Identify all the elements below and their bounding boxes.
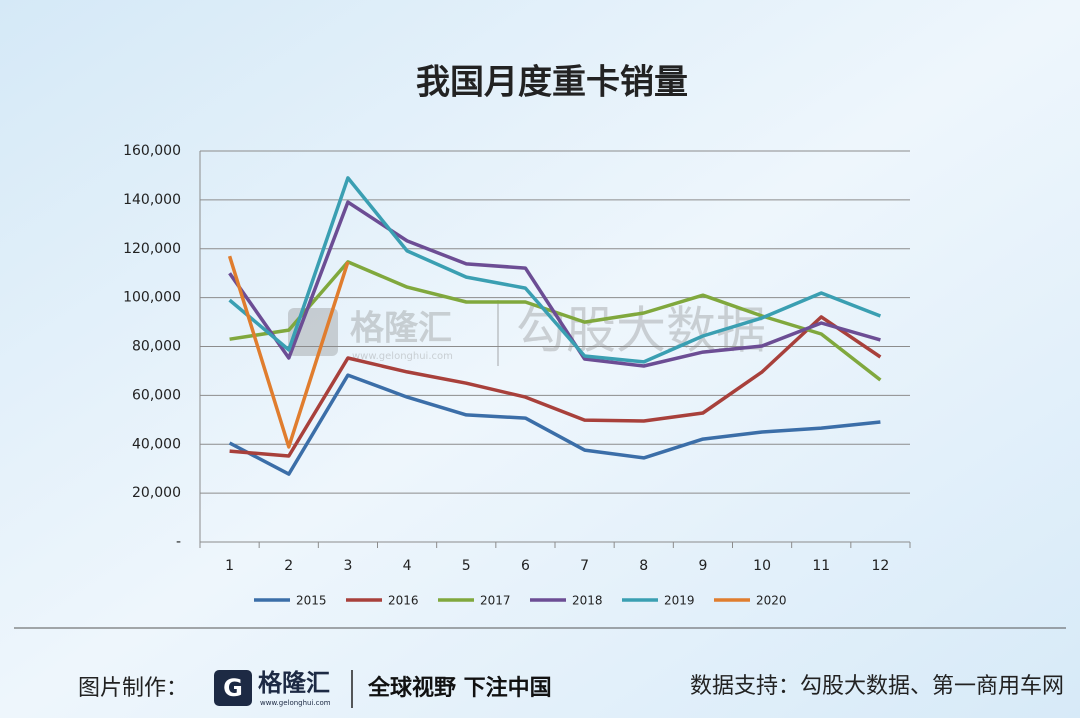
y-tick-label: 120,000	[123, 241, 181, 257]
watermark-url: www.gelonghui.com	[352, 351, 453, 362]
footer-made-by: 图片制作：	[78, 676, 188, 701]
footer-url: www.gelonghui.com	[260, 699, 331, 707]
series-line	[227, 255, 350, 449]
x-tick-label: 3	[343, 558, 352, 574]
y-tick-label: 160,000	[123, 143, 181, 159]
x-tick-label: 6	[521, 558, 530, 574]
x-tick-label: 9	[698, 558, 707, 574]
y-tick-label: 100,000	[123, 290, 181, 306]
x-tick-label: 2	[284, 558, 293, 574]
watermark: 格隆汇 www.gelonghui.com 勾股大数据	[288, 300, 766, 366]
legend-label: 2018	[572, 594, 603, 608]
y-tick-label: 60,000	[132, 387, 181, 403]
footer-source: 数据支持：勾股大数据、第一商用车网	[690, 674, 1064, 699]
series-line	[228, 176, 882, 364]
footer-logo	[214, 670, 252, 706]
legend-label: 2015	[296, 594, 327, 608]
x-tick-label: 12	[872, 558, 890, 574]
y-tick-label: -	[176, 534, 181, 550]
series-line	[228, 200, 881, 368]
footer-logo-mark: G	[223, 674, 243, 702]
y-tick-label: 80,000	[132, 339, 181, 355]
legend-label: 2017	[480, 594, 511, 608]
footer-slogan: 全球视野 下注中国	[367, 675, 552, 701]
y-tick-label: 40,000	[132, 436, 181, 452]
legend-label: 2016	[388, 594, 419, 608]
y-tick-label: 20,000	[132, 485, 181, 501]
chart-title: 我国月度重卡销量	[416, 63, 688, 103]
x-tick-label: 11	[812, 558, 830, 574]
series-line	[228, 373, 881, 476]
x-tick-label: 7	[580, 558, 589, 574]
legend-label: 2020	[756, 594, 787, 608]
legend-label: 2019	[664, 594, 695, 608]
x-tick-label: 8	[639, 558, 648, 574]
x-tick-label: 5	[462, 558, 471, 574]
series-line	[229, 315, 882, 458]
x-tick-label: 10	[753, 558, 771, 574]
x-tick-label: 1	[225, 558, 234, 574]
footer-brand: 格隆汇	[258, 669, 330, 697]
x-tick-label: 4	[403, 558, 412, 574]
y-tick-label: 140,000	[123, 192, 181, 208]
watermark-brand: 格隆汇	[350, 309, 452, 349]
